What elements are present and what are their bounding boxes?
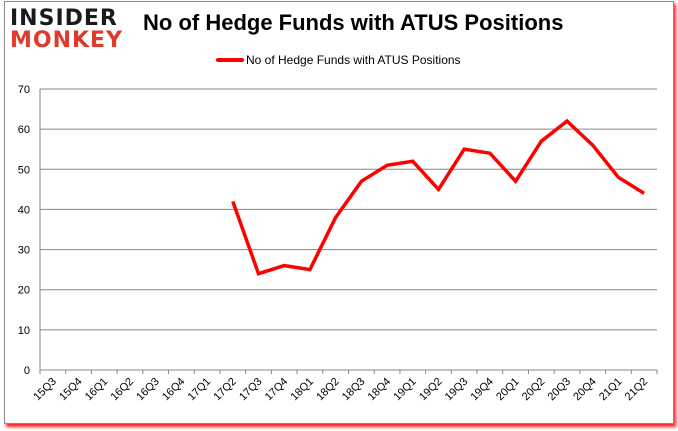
y-tick-label: 50 bbox=[18, 164, 30, 176]
legend-line-swatch bbox=[216, 58, 244, 62]
x-tick-label: 18Q1 bbox=[289, 376, 317, 404]
series-line bbox=[231, 118, 646, 276]
x-tick-label: 19Q3 bbox=[443, 376, 471, 404]
chart-title: No of Hedge Funds with ATUS Positions bbox=[143, 10, 564, 35]
y-tick-label: 10 bbox=[18, 325, 30, 337]
x-tick-label: 16Q3 bbox=[134, 376, 162, 404]
x-tick-label: 15Q4 bbox=[57, 376, 85, 404]
logo-line-2: MONKEY bbox=[10, 28, 124, 53]
insider-monkey-logo: INSIDER MONKEY bbox=[10, 8, 128, 52]
x-tick-label: 18Q4 bbox=[366, 376, 394, 404]
y-tick-label: 70 bbox=[18, 84, 30, 96]
x-tick-label: 19Q2 bbox=[417, 376, 445, 404]
x-tick-label: 17Q4 bbox=[263, 376, 291, 404]
x-tick-label: 20Q3 bbox=[546, 376, 574, 404]
x-tick-label: 17Q1 bbox=[186, 376, 214, 404]
x-tick-label: 18Q2 bbox=[314, 376, 342, 404]
logo-line-1: INSIDER bbox=[10, 6, 118, 31]
y-tick-label: 60 bbox=[18, 124, 30, 136]
x-tick-label: 19Q1 bbox=[391, 376, 419, 404]
x-tick-label: 17Q3 bbox=[237, 376, 265, 404]
x-tick-label: 16Q1 bbox=[83, 376, 111, 404]
x-tick-label: 20Q4 bbox=[571, 376, 599, 404]
chart-legend: No of Hedge Funds with ATUS Positions bbox=[216, 53, 461, 67]
x-tick-label: 21Q1 bbox=[597, 376, 625, 404]
x-tick-label: 19Q4 bbox=[468, 376, 496, 404]
x-tick-label: 16Q2 bbox=[109, 376, 137, 404]
x-tick-label: 16Q4 bbox=[160, 376, 188, 404]
x-tick-label: 20Q2 bbox=[520, 376, 548, 404]
y-tick-label: 0 bbox=[24, 365, 30, 377]
x-tick-label: 18Q3 bbox=[340, 376, 368, 404]
x-tick-label: 20Q1 bbox=[494, 376, 522, 404]
x-tick-label: 21Q2 bbox=[623, 376, 651, 404]
legend-label: No of Hedge Funds with ATUS Positions bbox=[246, 53, 461, 67]
y-tick-label: 20 bbox=[18, 285, 30, 297]
y-tick-label: 30 bbox=[18, 245, 30, 257]
y-tick-label: 40 bbox=[18, 204, 30, 216]
x-tick-label: 15Q3 bbox=[31, 376, 59, 404]
x-tick-label: 17Q2 bbox=[211, 376, 239, 404]
